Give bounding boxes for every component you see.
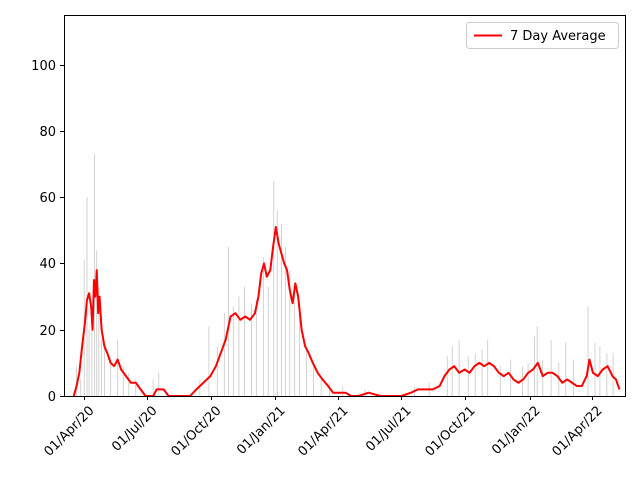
y-tick-label: 40 [39,257,56,272]
daily-bar [101,339,103,396]
daily-bar [232,306,234,396]
daily-bar [267,286,269,396]
daily-bar [320,376,322,396]
daily-bar [294,286,296,396]
legend-label: 7 Day Average [510,29,606,44]
daily-bar [527,362,529,396]
daily-bar [208,326,210,396]
daily-bar [285,246,287,396]
daily-bar [481,349,483,396]
daily-bar [244,286,245,396]
daily-bar [606,352,608,396]
daily-bar [299,313,300,396]
daily-bar [510,359,512,396]
daily-bar [276,210,278,396]
daily-bar [128,372,130,396]
y-tick-label: 100 [31,59,56,74]
daily-bar [467,356,469,396]
legend: 7 Day Average [466,22,619,49]
daily-bar [199,379,201,396]
daily-bar [306,346,307,396]
daily-bar [76,366,77,396]
x-tick-label: 01/Jul/21 [363,403,414,454]
daily-bar [451,346,453,396]
daily-bar [313,366,314,396]
x-tick-label: 01/Jan/22 [489,403,543,457]
daily-bar [487,339,489,396]
daily-bar [91,313,93,396]
daily-bar [122,366,124,396]
y-axis: 0 20 40 60 80 100 [31,59,64,405]
x-tick-label: 01/Oct/21 [422,403,478,459]
daily-bar [499,366,501,396]
daily-bar [262,256,264,396]
daily-bar [565,342,567,396]
daily-bar [158,372,160,396]
daily-bar [281,223,282,396]
legend-box [466,22,619,49]
x-tick-label: 01/Apr/22 [549,403,605,459]
daily-bar [446,356,448,396]
daily-bar [238,296,240,396]
average-line-layer [72,226,621,397]
daily-bar [223,313,225,396]
y-tick-label: 60 [39,191,56,206]
daily-bar [289,270,291,396]
daily-bar [94,154,96,396]
daily-bar [587,306,589,396]
daily-bar [216,346,218,396]
daily-bar [273,180,275,396]
y-tick-label: 80 [39,125,56,140]
daily-bar [98,286,100,396]
daily-bar [255,299,257,396]
daily-bar [117,339,119,396]
x-tick-label: 01/Jul/20 [109,403,160,454]
daily-bar [251,303,252,396]
x-tick-label: 01/Jan/21 [234,403,288,457]
daily-bar [88,329,90,396]
daily-bar [550,339,552,396]
y-tick-label: 0 [48,390,56,405]
daily-bar [152,379,154,396]
daily-bar [110,356,112,396]
daily-bar [342,386,344,396]
daily-bar [364,389,366,396]
daily-bar [474,352,476,396]
daily-bar [573,359,574,396]
daily-bar [458,339,460,396]
daily-bar [96,250,98,396]
daily-bar [104,346,105,396]
x-tick-label: 01/Oct/20 [168,403,224,459]
daily-bar [599,346,601,396]
daily-bar [594,342,596,396]
daily-bar [536,326,538,396]
daily-bar [542,359,544,396]
seven-day-average-line [72,226,621,397]
x-tick-label: 01/Apr/20 [41,403,97,459]
daily-bar [80,379,82,396]
x-axis: 01/Apr/20 01/Jul/20 01/Oct/20 01/Jan/21 01/A… [41,396,606,460]
plot-frame [64,15,626,397]
daily-bar [228,246,229,396]
y-tick-label: 20 [39,324,56,339]
x-tick-label: 01/Apr/21 [295,403,351,459]
daily-bars [76,154,614,396]
daily-bar [135,379,137,396]
daily-bar [612,352,614,396]
